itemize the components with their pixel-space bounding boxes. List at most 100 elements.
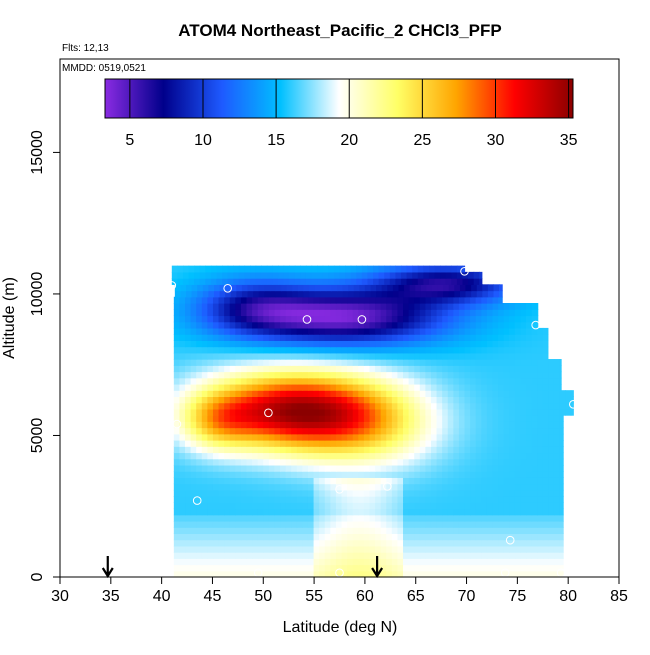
heat-cell <box>224 415 231 422</box>
heat-cell <box>570 408 574 416</box>
heat-cell <box>246 321 253 329</box>
y-tick-label: 10000 <box>29 272 46 317</box>
heat-cell <box>526 421 533 429</box>
heat-cell <box>246 502 253 510</box>
heat-cell <box>356 278 363 285</box>
heat-cell <box>324 527 331 535</box>
heat-cell <box>531 440 538 447</box>
heat-cell <box>531 520 538 528</box>
heat-cell <box>408 477 415 485</box>
heat-cell <box>514 421 522 429</box>
heat-cell <box>503 346 510 354</box>
heat-cell <box>408 483 415 491</box>
heat-cell <box>285 514 292 522</box>
heat-cell <box>470 383 477 391</box>
heat-cell <box>229 483 236 491</box>
flight-arrows <box>101 556 384 579</box>
heat-cell <box>559 377 562 385</box>
heat-cell <box>212 539 220 547</box>
heat-cell <box>408 415 415 422</box>
heat-cell <box>246 396 253 404</box>
heat-cell <box>470 496 477 503</box>
heat-cell <box>526 564 533 572</box>
heat-cell <box>537 359 544 366</box>
heat-cell <box>207 327 214 335</box>
heat-cell <box>486 321 494 329</box>
heat-cell <box>473 271 480 279</box>
heat-cell <box>559 514 564 522</box>
heat-cell <box>380 471 387 478</box>
heat-cell <box>498 408 505 416</box>
heat-cell <box>425 464 432 472</box>
heat-cell <box>464 508 471 516</box>
heat-cell <box>307 396 315 404</box>
heat-cell <box>486 545 494 553</box>
heat-cell <box>352 508 359 516</box>
heat-cell <box>347 489 354 497</box>
heat-cell <box>475 427 482 435</box>
heat-cell <box>235 570 242 578</box>
heat-cell <box>268 458 276 466</box>
heat-cell <box>375 371 382 379</box>
heat-cell <box>464 514 471 522</box>
heat-cell <box>548 415 555 422</box>
heat-cell <box>207 309 214 317</box>
heat-cell <box>453 371 460 379</box>
heat-cell <box>190 309 197 317</box>
heat-cell <box>417 271 424 279</box>
heat-cell <box>364 290 372 298</box>
heat-cell <box>179 421 186 429</box>
heat-cell <box>347 502 354 510</box>
heat-cell <box>442 365 449 373</box>
heat-cell <box>246 558 253 566</box>
heat-cell <box>430 545 438 553</box>
heat-cell <box>307 433 315 441</box>
heat-cell <box>363 433 371 441</box>
heat-cell <box>257 433 264 441</box>
heat-cell <box>201 433 208 441</box>
heat-cell <box>297 290 305 298</box>
heat-cell <box>414 433 421 441</box>
flight-arrow <box>371 556 384 579</box>
heat-cell <box>336 284 344 292</box>
heat-cell <box>447 558 454 566</box>
heat-cell <box>503 533 510 541</box>
heat-cell <box>201 315 208 323</box>
heat-cell <box>428 265 436 273</box>
heat-cell <box>386 340 393 348</box>
heat-cell <box>520 396 527 404</box>
heat-cell <box>531 309 538 317</box>
heat-cell <box>190 570 197 578</box>
heat-cell <box>373 278 380 285</box>
heat-cell <box>324 359 331 366</box>
heat-cell <box>520 452 527 460</box>
heat-cell <box>375 396 382 404</box>
heat-cell <box>252 427 259 435</box>
heat-cell <box>190 452 197 460</box>
heat-cell <box>185 533 192 541</box>
heat-cell <box>274 471 281 478</box>
heat-cell <box>369 477 376 485</box>
heat-cell <box>235 346 242 354</box>
heat-cell <box>341 514 348 522</box>
heat-cell <box>419 564 426 572</box>
heat-cell <box>514 390 522 398</box>
heat-cell <box>375 309 382 317</box>
heat-cell <box>319 383 326 391</box>
heat-cell <box>481 483 488 491</box>
heat-cell <box>268 377 276 385</box>
heat-cell <box>542 446 549 454</box>
heat-cell <box>358 458 365 466</box>
heat-cell <box>475 570 482 578</box>
heat-cell <box>458 533 466 541</box>
heat-cell <box>324 514 331 522</box>
heat-cell <box>380 415 387 422</box>
heat-cell <box>509 415 516 422</box>
heat-cell <box>375 427 382 435</box>
heat-cell <box>257 415 264 422</box>
heat-cell <box>520 433 527 441</box>
heat-cell <box>486 539 494 547</box>
heat-cell <box>503 365 510 373</box>
heat-cell <box>341 383 348 391</box>
heat-cell <box>559 539 564 547</box>
